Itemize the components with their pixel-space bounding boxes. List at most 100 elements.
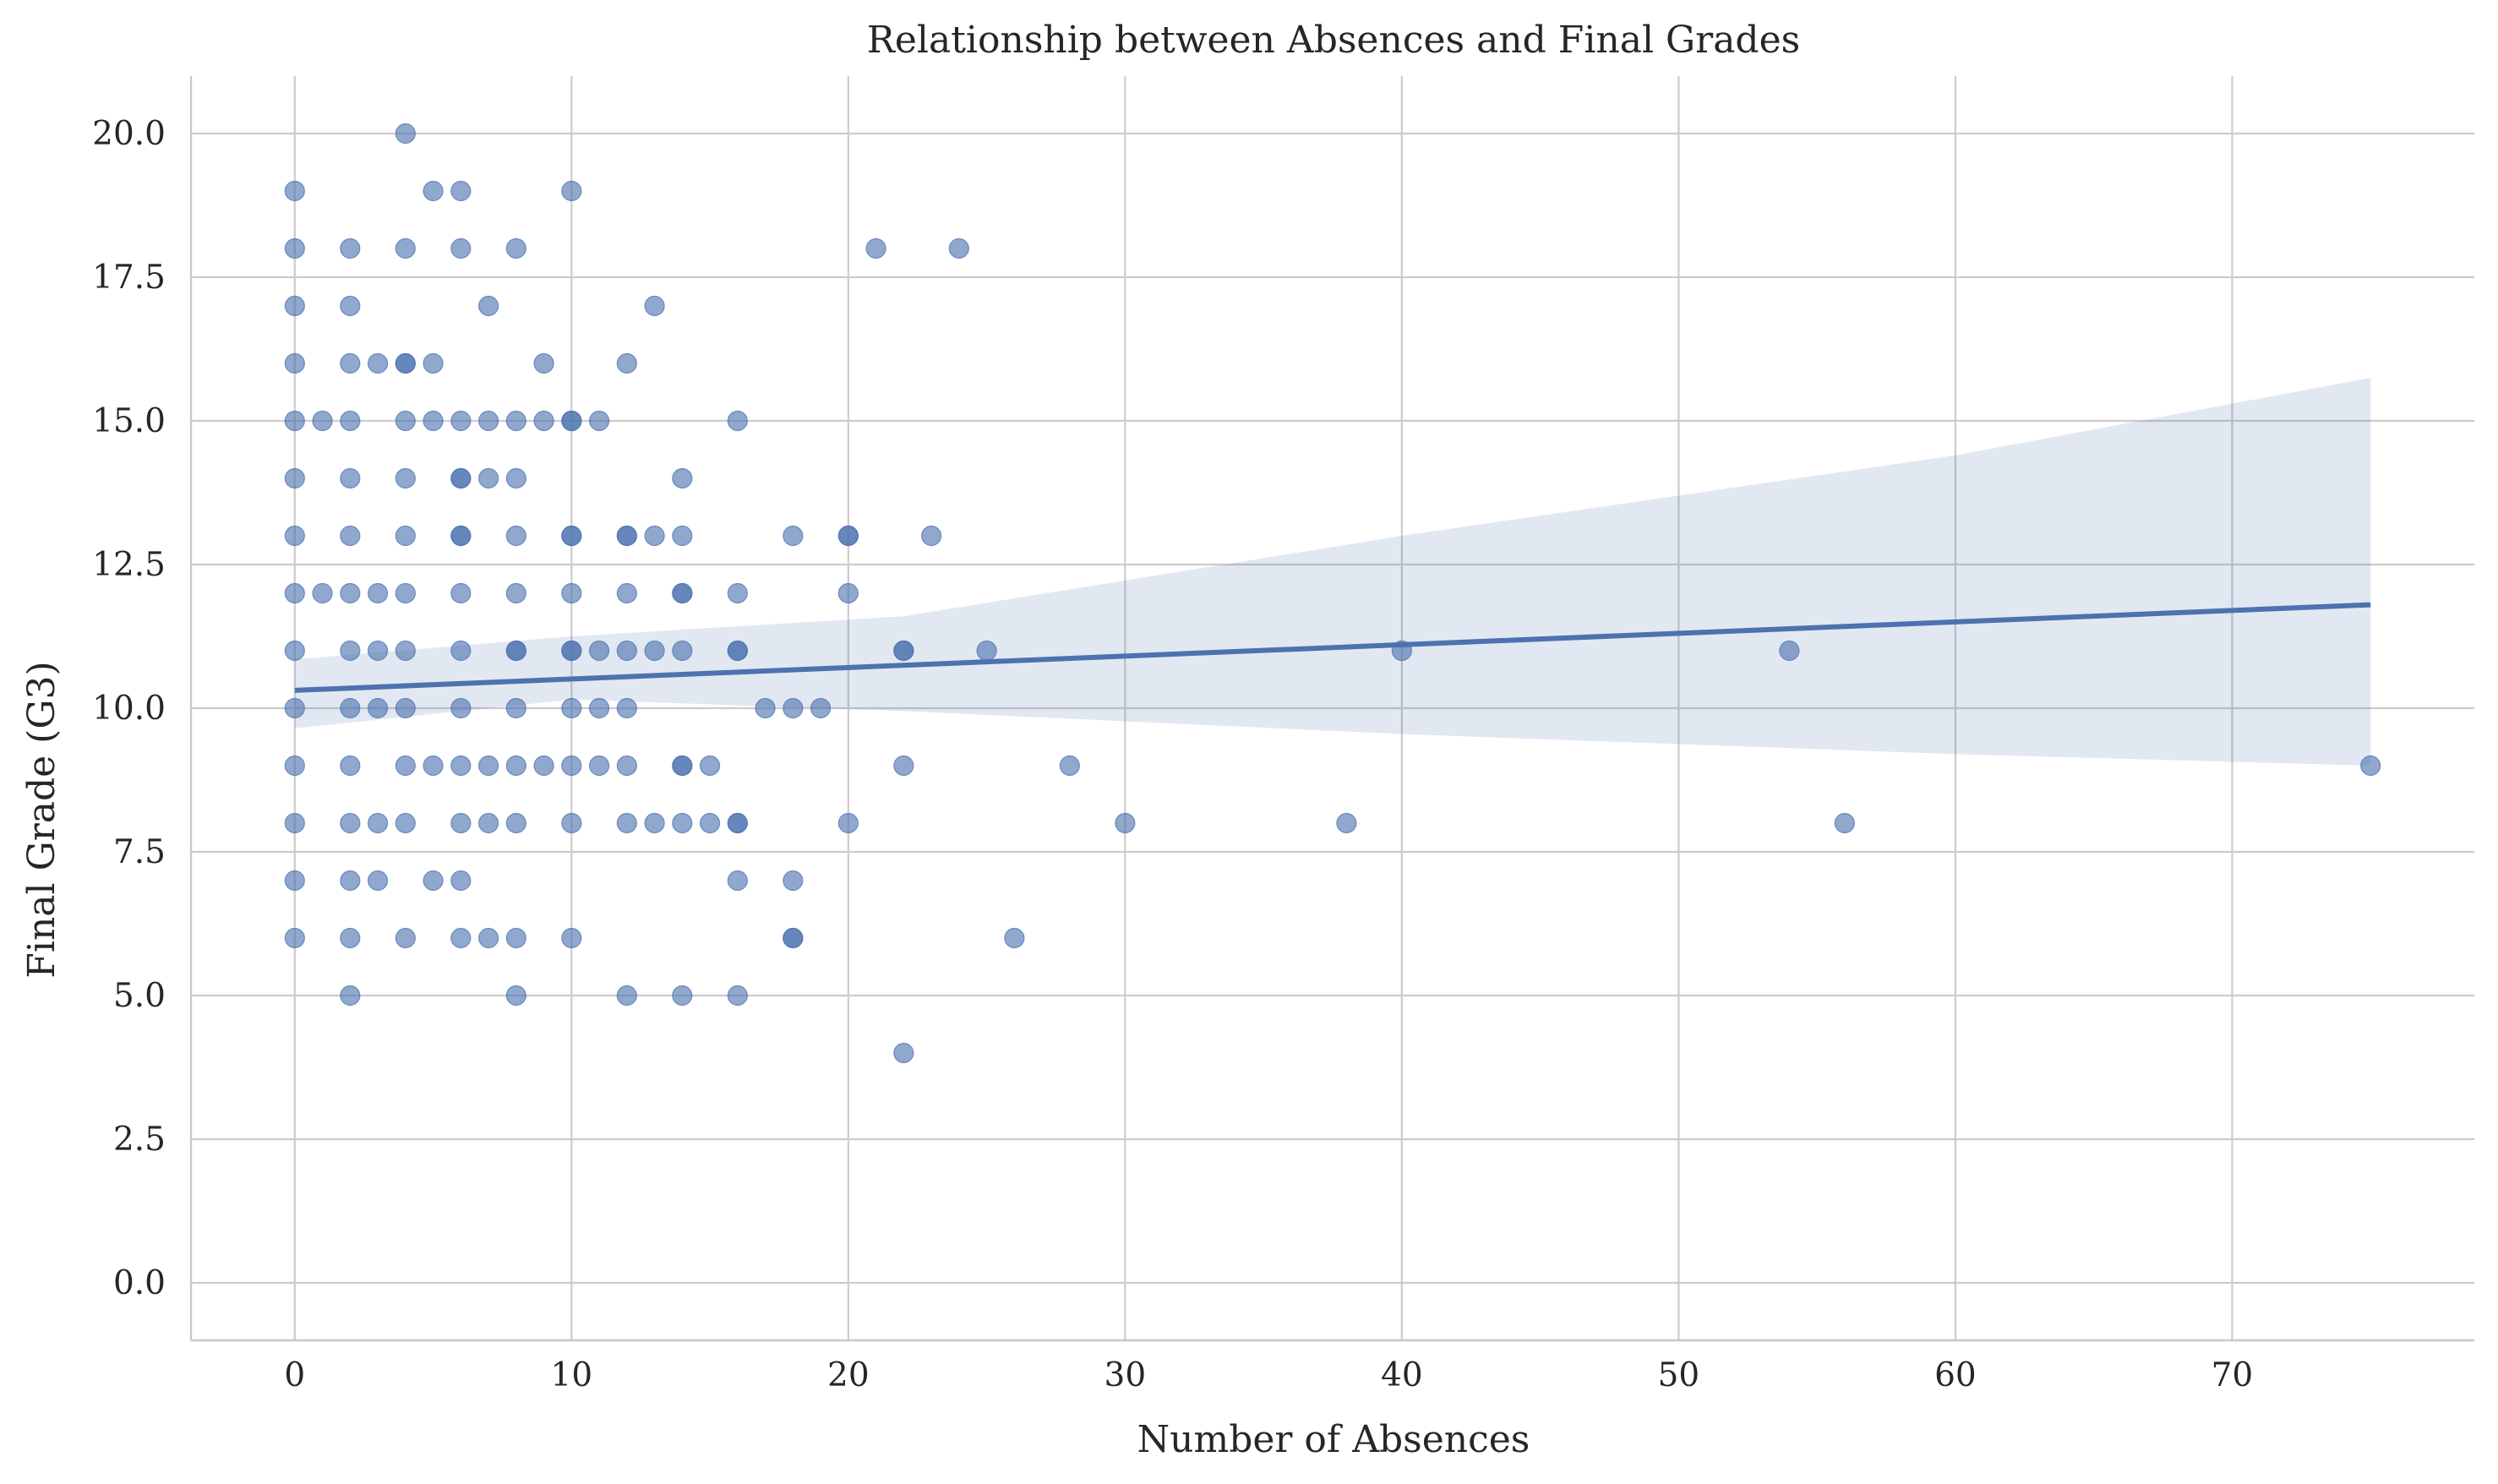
data-point: [672, 812, 693, 834]
data-point: [783, 927, 804, 949]
data-point: [727, 410, 748, 432]
data-point: [340, 870, 361, 892]
data-point: [395, 582, 416, 604]
data-point: [340, 697, 361, 719]
data-point: [1059, 755, 1080, 777]
data-point: [783, 870, 804, 892]
data-point: [2360, 755, 2381, 777]
x-tick-label: 30: [1104, 1356, 1147, 1394]
data-point: [340, 467, 361, 489]
data-point: [367, 870, 389, 892]
data-point: [588, 755, 610, 777]
data-point: [340, 755, 361, 777]
data-point: [561, 640, 582, 662]
data-point: [561, 755, 582, 777]
data-point: [588, 640, 610, 662]
data-point: [340, 295, 361, 317]
data-point: [561, 697, 582, 719]
data-point: [340, 525, 361, 547]
data-point: [672, 755, 693, 777]
data-point: [533, 410, 554, 432]
data-point: [561, 927, 582, 949]
data-point: [395, 352, 416, 374]
data-point: [284, 237, 305, 259]
data-point: [284, 755, 305, 777]
data-point: [893, 755, 914, 777]
data-point: [727, 582, 748, 604]
data-point: [450, 410, 472, 432]
data-point: [284, 640, 305, 662]
data-point: [284, 180, 305, 202]
data-point: [477, 295, 499, 317]
data-point: [423, 410, 444, 432]
data-point: [1004, 927, 1025, 949]
data-point: [561, 525, 582, 547]
data-point: [312, 410, 333, 432]
data-point: [505, 410, 526, 432]
data-point: [367, 812, 389, 834]
data-point: [367, 352, 389, 374]
data-point: [699, 812, 721, 834]
chart-title: Relationship between Absences and Final …: [867, 19, 1800, 62]
data-point: [477, 410, 499, 432]
data-point: [505, 812, 526, 834]
data-point: [284, 295, 305, 317]
data-point: [921, 525, 942, 547]
data-point: [340, 985, 361, 1007]
data-point: [395, 927, 416, 949]
data-point: [1336, 812, 1357, 834]
data-point: [505, 697, 526, 719]
data-point: [450, 697, 472, 719]
data-point: [672, 582, 693, 604]
data-point: [450, 640, 472, 662]
data-point: [284, 410, 305, 432]
data-point: [783, 697, 804, 719]
data-point: [395, 237, 416, 259]
y-tick-label: 17.5: [92, 259, 166, 297]
data-point: [477, 467, 499, 489]
data-point: [340, 927, 361, 949]
data-point: [505, 525, 526, 547]
data-point: [616, 352, 637, 374]
regression-line-layer: [294, 602, 2371, 693]
regression-line: [294, 602, 2371, 693]
data-point: [616, 812, 637, 834]
data-point: [505, 237, 526, 259]
data-point: [340, 582, 361, 604]
data-point: [727, 812, 748, 834]
x-tick-label: 20: [827, 1356, 870, 1394]
data-point: [837, 812, 859, 834]
y-tick-label: 15.0: [92, 402, 166, 440]
data-point: [727, 985, 748, 1007]
data-point: [837, 582, 859, 604]
x-tick-label: 10: [551, 1356, 593, 1394]
x-tick-label: 50: [1658, 1356, 1700, 1394]
data-point: [505, 582, 526, 604]
y-axis-label: Final Grade (G3): [20, 661, 63, 978]
data-point: [1834, 812, 1856, 834]
data-point: [312, 582, 333, 604]
data-point: [395, 467, 416, 489]
data-point: [783, 525, 804, 547]
data-point: [477, 812, 499, 834]
data-point: [865, 237, 886, 259]
x-tick-label: 60: [1934, 1356, 1977, 1394]
data-point: [395, 697, 416, 719]
data-point: [588, 697, 610, 719]
data-point: [616, 525, 637, 547]
data-point: [644, 295, 665, 317]
y-tick-label: 20.0: [92, 115, 166, 153]
data-point: [450, 927, 472, 949]
data-point: [616, 640, 637, 662]
data-point: [533, 755, 554, 777]
data-point: [672, 525, 693, 547]
data-point: [1115, 812, 1136, 834]
data-point: [616, 697, 637, 719]
data-point: [284, 812, 305, 834]
data-point: [395, 812, 416, 834]
data-point: [561, 410, 582, 432]
data-point: [672, 467, 693, 489]
data-point: [893, 640, 914, 662]
y-tick-label: 12.5: [92, 546, 166, 584]
